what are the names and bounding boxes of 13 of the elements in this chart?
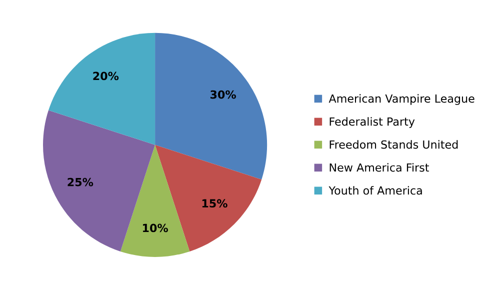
pie-slice	[155, 32, 268, 180]
data-label: 15%	[202, 199, 228, 208]
data-label: 10%	[143, 224, 168, 232]
legend-label: Youth of America	[328, 186, 422, 195]
pie-slice	[120, 144, 190, 257]
data-label: 20%	[93, 72, 119, 80]
legend-label: Freedom Stands United	[330, 140, 458, 149]
pie-slice	[48, 32, 156, 145]
data-label: 30%	[210, 90, 236, 99]
data-label: 25%	[68, 178, 94, 186]
legend-label: Federalist Party	[330, 117, 415, 128]
legend-label: New America First	[330, 163, 429, 172]
legend-label: American Vampire League	[328, 94, 474, 105]
